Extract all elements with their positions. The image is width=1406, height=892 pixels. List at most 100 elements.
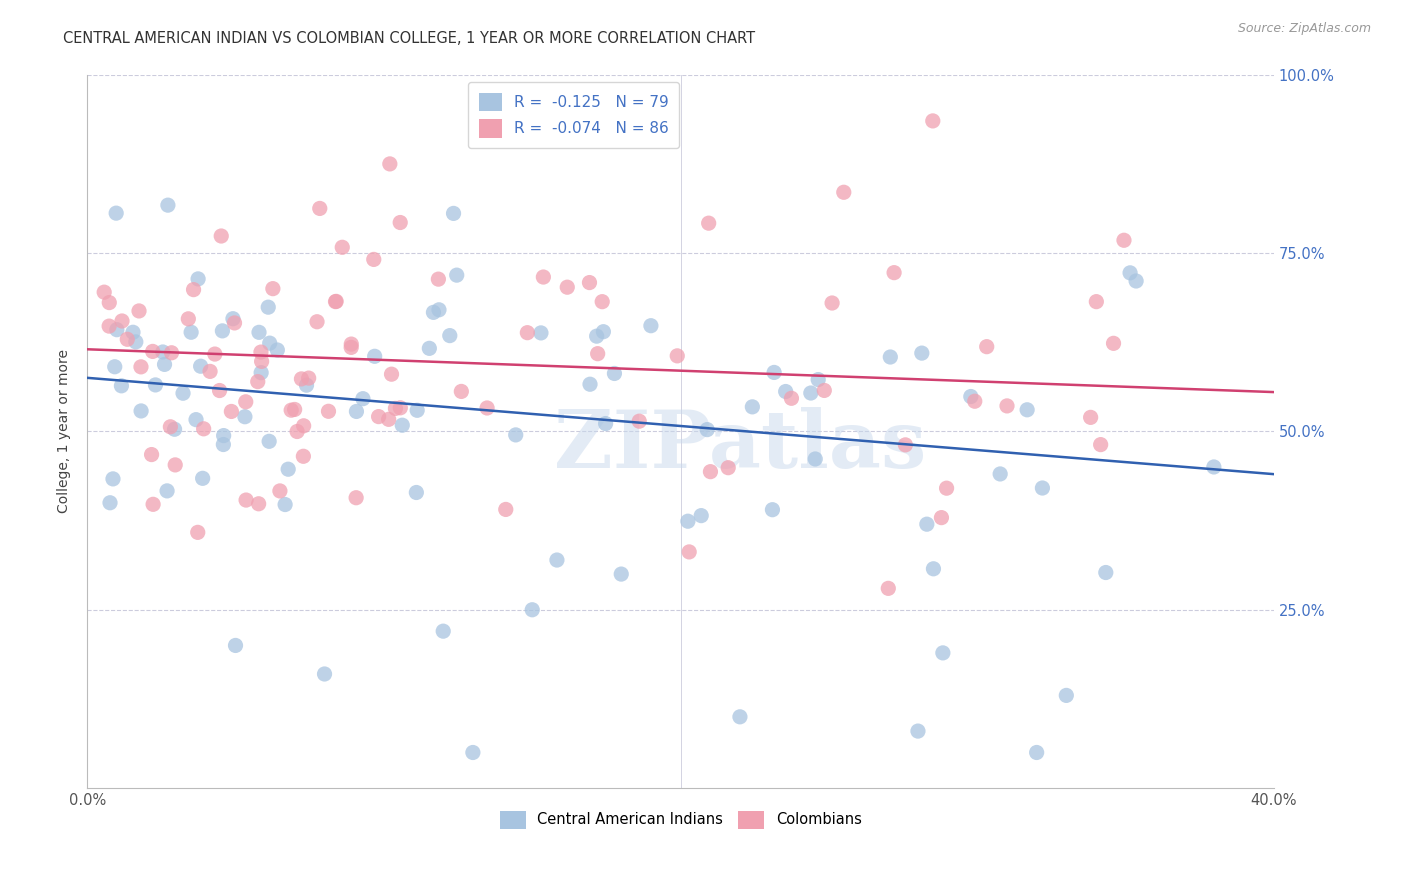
Point [183,283,205,297]
Point [555,280,578,294]
Point [274,498,297,512]
Point [422,305,444,319]
Point [530,326,553,340]
Point [1125,274,1147,288]
Point [610,567,633,582]
Point [676,514,699,528]
Point [277,462,299,476]
Point [209,229,232,244]
Point [105,323,128,337]
Point [578,276,600,290]
Point [640,318,662,333]
Point [340,337,363,351]
Point [932,646,955,660]
Point [475,401,498,415]
Point [180,325,202,339]
Point [193,422,215,436]
Point [298,371,321,385]
Point [308,202,330,216]
Point [995,399,1018,413]
Point [911,346,934,360]
Point [153,358,176,372]
Point [128,304,150,318]
Point [461,746,484,760]
Point [98,496,121,510]
Point [280,403,302,417]
Y-axis label: College, 1 year or more: College, 1 year or more [58,350,72,514]
Point [963,394,986,409]
Point [1031,481,1053,495]
Point [204,347,226,361]
Point [142,344,165,359]
Point [222,311,245,326]
Point [177,311,200,326]
Point [804,452,827,467]
Point [330,240,353,254]
Point [821,296,844,310]
Point [105,206,128,220]
Point [184,412,207,426]
Point [1054,689,1077,703]
Point [152,345,174,359]
Point [259,336,281,351]
Point [363,349,385,363]
Point [160,345,183,359]
Point [879,350,901,364]
Point [728,710,751,724]
Point [894,438,917,452]
Point [246,375,269,389]
Point [592,325,614,339]
Point [191,471,214,485]
Point [931,510,953,524]
Point [159,419,181,434]
Point [110,379,132,393]
Point [156,198,179,212]
Point [325,294,347,309]
Point [586,346,609,360]
Point [699,465,721,479]
Point [595,417,617,431]
Point [883,266,905,280]
Point [628,414,651,428]
Point [142,497,165,511]
Point [250,345,273,359]
Point [807,373,830,387]
Point [780,392,803,406]
Point [1112,233,1135,247]
Point [314,667,336,681]
Point [163,422,186,436]
Point [340,340,363,354]
Point [295,378,318,392]
Point [198,364,221,378]
Text: Source: ZipAtlas.com: Source: ZipAtlas.com [1237,22,1371,36]
Point [427,302,450,317]
Point [292,418,315,433]
Point [959,390,981,404]
Point [325,294,347,309]
Point [443,206,465,220]
Point [225,639,247,653]
Point [156,483,179,498]
Text: ZIPatlas: ZIPatlas [554,407,927,484]
Point [678,545,700,559]
Point [505,428,527,442]
Point [1025,746,1047,760]
Point [224,316,246,330]
Point [915,517,938,532]
Point [235,394,257,409]
Point [145,378,167,392]
Point [389,401,412,415]
Point [290,372,312,386]
Point [450,384,472,399]
Point [346,404,368,418]
Point [98,319,121,334]
Point [292,450,315,464]
Point [531,270,554,285]
Point [1119,266,1142,280]
Point [122,326,145,340]
Point [285,425,308,439]
Point [101,472,124,486]
Point [172,386,194,401]
Point [235,493,257,508]
Point [269,483,291,498]
